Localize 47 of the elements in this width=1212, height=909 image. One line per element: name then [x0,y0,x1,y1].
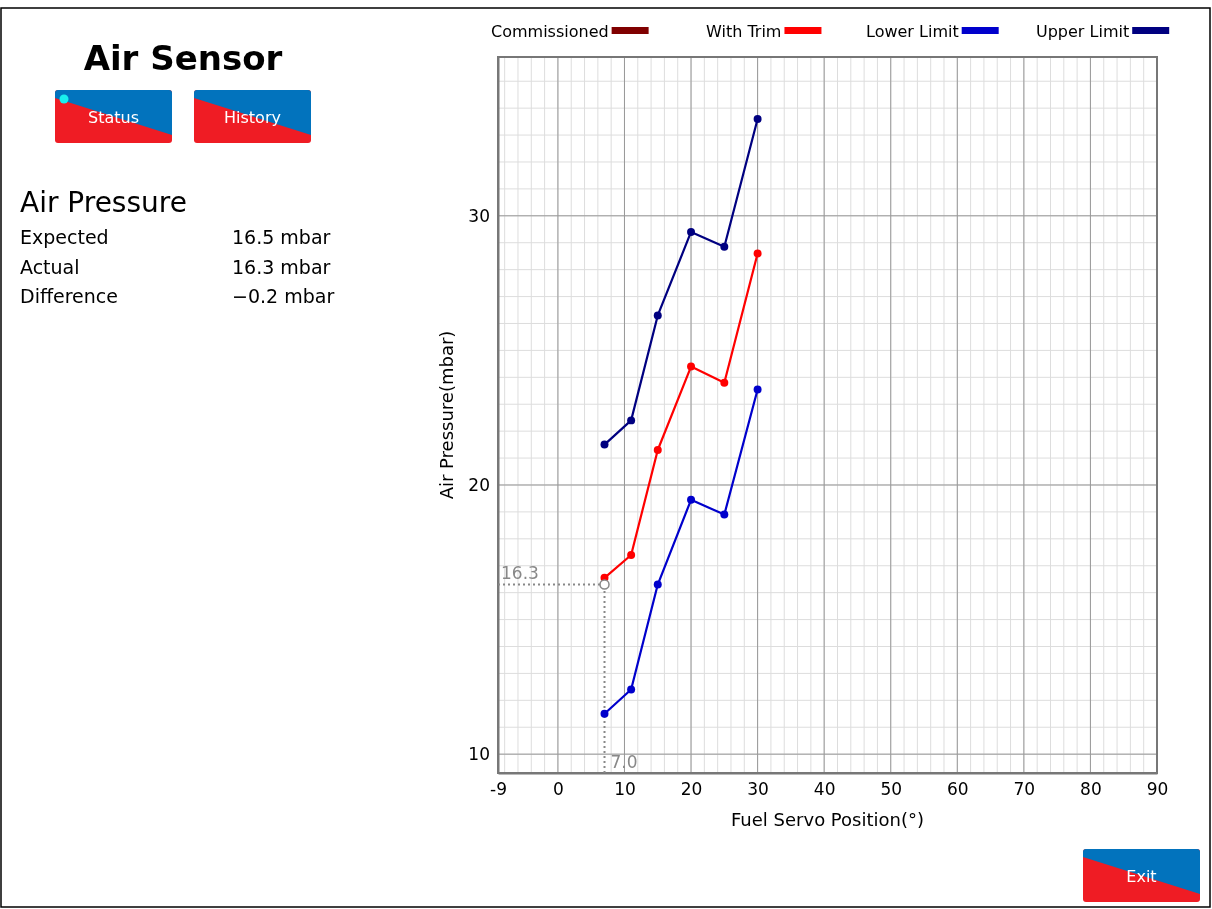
point [653,446,662,454]
text: 16.3 mbar [232,255,331,278]
x-tick-label: 60 [946,779,969,800]
point [627,685,636,694]
text: Air Sensor [83,38,283,78]
point [687,227,696,236]
x-tick-label: 70 [1013,779,1036,800]
point [753,385,762,394]
point [720,510,729,519]
x-tick-label: 0 [553,779,564,800]
legend-label: Lower Limit [866,22,959,41]
point [627,550,636,559]
point [753,114,762,123]
x-tick-label: 50 [880,779,903,800]
text: −0.2 mbar [232,285,335,307]
point [720,378,729,387]
x-tick-label: 20 [680,779,703,800]
x-tick-label: 30 [747,779,769,800]
point [653,580,662,589]
x-tick-label: 90 [1146,779,1169,800]
ref-line-label: 16.3 [501,562,539,583]
point [687,362,696,371]
x-tick-label: 40 [813,779,836,800]
point [627,416,636,425]
point [653,311,662,320]
text: Air Pressure [20,186,187,219]
text: Difference [20,285,118,307]
text: 16.5 mbar [232,226,331,248]
y-axis-title: Air Pressure(mbar) [436,330,457,500]
point [720,242,729,251]
y-tick-label: 30 [468,205,490,226]
x-tick-label: -9 [490,779,507,800]
point [753,249,762,258]
point [687,495,696,504]
x-tick-label: 80 [1080,779,1102,800]
legend-label: Commissioned [491,22,609,41]
legend-label: With Trim [706,22,782,41]
y-tick-label: 20 [468,474,490,495]
text: Expected [20,226,109,248]
x-axis-title: Fuel Servo Position(°) [731,809,924,830]
legend-label: Upper Limit [1036,22,1130,41]
point [600,709,609,718]
point [600,440,609,449]
y-tick-label: 10 [468,744,490,765]
point [599,579,610,590]
x-tick-label: 10 [614,779,636,800]
text: Actual [20,255,80,278]
